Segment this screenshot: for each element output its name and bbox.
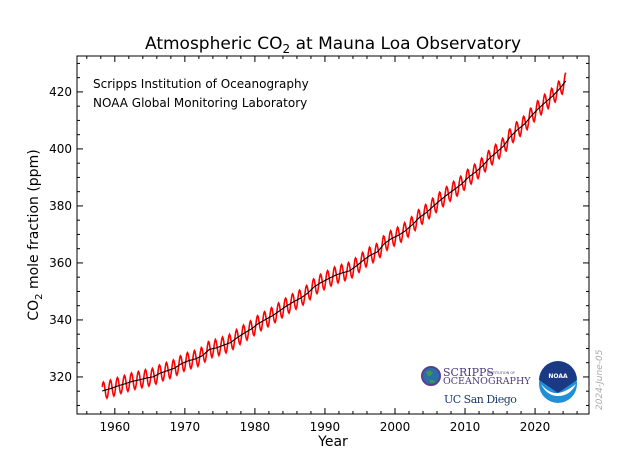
scripps-logo-line1: SCRIPPS <box>443 366 494 379</box>
x-tick-label: 2020 <box>520 420 551 434</box>
x-tick-label: 1970 <box>170 420 201 434</box>
trend-co2-line <box>102 80 567 392</box>
x-tick-label: 2000 <box>380 420 411 434</box>
y-axis-label: CO2 mole fraction (ppm) <box>26 149 45 320</box>
noaa-logo: NOAA <box>539 361 577 403</box>
x-tick-label: 2010 <box>450 420 481 434</box>
scripps-logo-line2: OCEANOGRAPHY <box>443 376 531 387</box>
chart-title: Atmospheric CO2 at Mauna Loa Observatory <box>145 34 521 56</box>
annotation-noaa: NOAA Global Monitoring Laboratory <box>93 96 307 110</box>
y-tick-label: 340 <box>49 313 72 327</box>
y-tick-label: 360 <box>49 256 72 270</box>
x-tick-label: 1960 <box>100 420 131 434</box>
x-tick-label: 1990 <box>310 420 341 434</box>
monthly-co2-line <box>101 72 567 400</box>
x-tick-label: 1980 <box>240 420 271 434</box>
plot-area <box>101 72 567 400</box>
y-tick-label: 420 <box>49 85 72 99</box>
scripps-logo: SCRIPPS INSTITUTION OF OCEANOGRAPHY UC S… <box>421 366 531 406</box>
axes-frame <box>76 55 590 415</box>
y-tick-label: 380 <box>49 199 72 213</box>
axis-ticks: 1960 1970 1980 1990 2000 2010 2020 320 340 360 380… <box>49 56 589 434</box>
date-stamp: 2024-June-05 <box>595 349 605 410</box>
scripps-logo-small: INSTITUTION OF <box>487 371 515 375</box>
globe-icon <box>421 366 441 386</box>
y-tick-label: 400 <box>49 142 72 156</box>
annotation-scripps: Scripps Institution of Oceanography <box>93 77 309 91</box>
x-axis-label: Year <box>317 434 348 450</box>
y-tick-label: 320 <box>49 370 72 384</box>
noaa-logo-text: NOAA <box>548 373 568 380</box>
ucsd-logo: UC San Diego <box>444 393 517 406</box>
